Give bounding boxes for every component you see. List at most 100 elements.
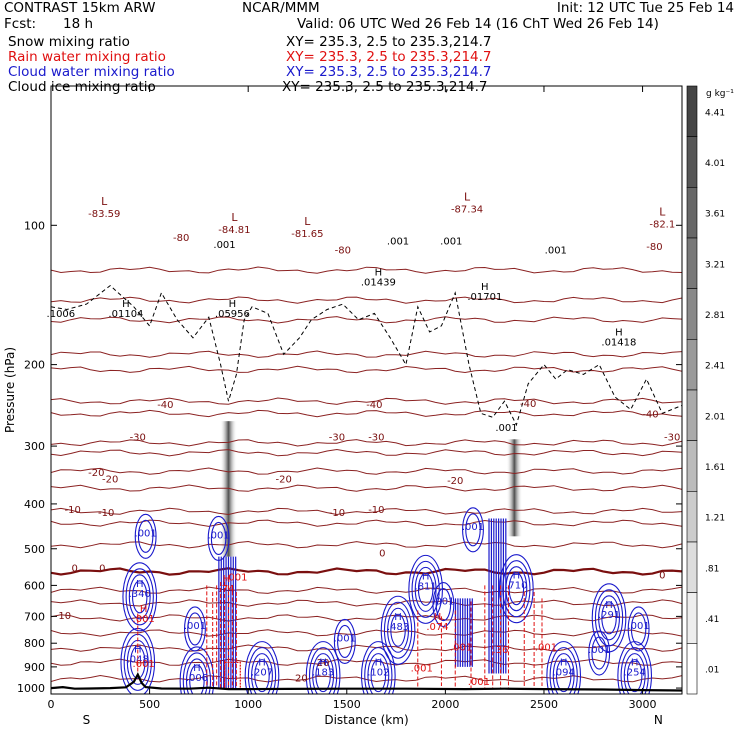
- snow-label: .001: [387, 236, 409, 247]
- cloud-water-contour: [134, 513, 157, 559]
- colorbar-label: 4.41: [705, 108, 725, 118]
- cloud-water-contour: [390, 613, 406, 647]
- cloud-water-contour: [247, 647, 277, 694]
- xy-rain: XY= 235.3, 2.5 to 235.3,214.7: [286, 49, 492, 65]
- colorbar-unit: g kg⁻¹: [706, 89, 734, 99]
- isotherm-label: -80: [646, 242, 662, 253]
- isotherm-line: [51, 448, 682, 457]
- cloud-water-contour: [308, 647, 338, 694]
- snow-label: .001: [440, 236, 462, 247]
- isotherm-label: -30: [664, 433, 680, 444]
- rain-label: .001: [133, 659, 155, 670]
- cloud-water-contour: [185, 658, 208, 694]
- isotherm-line: [51, 409, 682, 418]
- snow-high-marker: H: [122, 299, 130, 310]
- cloud-water-contour: [244, 641, 280, 694]
- isotherm-label: -40: [520, 399, 536, 410]
- xy-snow: XY= 235.3, 2.5 to 235.3,214.7: [286, 34, 492, 50]
- colorbar-label: .01: [705, 666, 719, 676]
- low-marker: L: [659, 205, 666, 218]
- x-tick-label: 1500: [333, 698, 361, 711]
- cloud-water-contour: [333, 618, 356, 664]
- cloud-water-label: .001: [135, 528, 157, 539]
- rain-high-marker: H: [434, 612, 442, 623]
- y-tick-label: 300: [24, 440, 45, 453]
- cloud-water-high-marker: H: [319, 658, 327, 669]
- snow-label: .001: [545, 245, 567, 256]
- cloud-water-high-marker: H: [631, 658, 639, 669]
- rain-label: .001: [411, 663, 433, 674]
- cloud-water-high-marker: H: [422, 571, 430, 582]
- x-tick-label: 1000: [234, 698, 262, 711]
- colorbar-swatch: [686, 643, 698, 695]
- cloud-water-contour: [125, 568, 154, 626]
- cloud-water-label: .001: [207, 530, 229, 541]
- snow-label: .001: [495, 423, 517, 434]
- cloud-water-label: .811: [415, 581, 437, 592]
- isotherm-line: [51, 614, 682, 622]
- field-label-rain: Rain water mixing ratio: [8, 49, 166, 65]
- y-tick-label: 800: [24, 637, 45, 650]
- rain-label: .001: [535, 643, 557, 654]
- cloud-water-contour: [499, 554, 534, 624]
- cloud-water-contour: [627, 606, 650, 652]
- y-tick-label: 100: [24, 219, 45, 232]
- cloud-water-contour: [128, 574, 151, 620]
- low-marker: L: [101, 195, 108, 208]
- snow-high-marker: H: [229, 299, 237, 310]
- cloud-water-label: .254: [624, 668, 646, 679]
- colorbar-swatch: [686, 187, 698, 239]
- isotherm-label: -10: [65, 505, 81, 516]
- cloud-water-contour: [182, 652, 212, 694]
- isotherm-line: [51, 397, 682, 405]
- cloud-water-contour: [364, 647, 393, 694]
- cloud-water-contour: [254, 659, 270, 693]
- colorbar-swatch: [686, 237, 698, 289]
- colorbar-label: .81: [705, 564, 719, 574]
- low-value: -84.81: [218, 225, 250, 236]
- cloud-water-contour: [502, 560, 531, 618]
- cloud-water-contour: [408, 554, 444, 624]
- cloud-water-contour: [122, 562, 158, 632]
- cloud-water-contour: [183, 606, 206, 652]
- cloud-water-contour: [411, 560, 440, 618]
- colorbar-label: 2.01: [705, 412, 725, 422]
- isotherm-line: [51, 540, 682, 549]
- x-tick-label: 3000: [629, 698, 657, 711]
- cloud-water-contour: [435, 588, 452, 622]
- y-tick-label: 200: [24, 359, 45, 372]
- y-tick-label: 1000: [17, 682, 45, 695]
- isotherm-label: -40: [366, 400, 382, 411]
- isotherm-line: [51, 467, 682, 475]
- cloud-water-contour: [189, 664, 205, 694]
- isotherm-label: 0: [659, 571, 665, 582]
- isotherm-label: -10: [329, 508, 345, 519]
- cloud-water-contour: [417, 572, 434, 606]
- snow-high-marker: H: [375, 268, 383, 279]
- low-marker: L: [464, 191, 471, 204]
- cloud-water-contour: [315, 659, 331, 693]
- colorbar-swatch: [686, 85, 698, 137]
- rain-label: .74: [219, 584, 235, 595]
- cloud-water-high-marker: H: [134, 644, 142, 655]
- cloud-water-contour: [588, 630, 611, 676]
- cloud-water-label: .048: [127, 654, 149, 665]
- cloud-water-high-marker: H: [394, 612, 402, 623]
- isotherm-line: [51, 350, 682, 358]
- colorbar-swatch: [686, 339, 698, 391]
- cloud-water-label: .094: [553, 668, 575, 679]
- cloud-water-contour: [337, 624, 353, 658]
- colorbar-swatch: [686, 592, 698, 644]
- x-tick-label: 500: [139, 698, 160, 711]
- xy-cloud-ice: XY= 235.3, 2.5 to 235.3,214.7: [282, 79, 488, 95]
- snow-label: .001: [213, 240, 235, 251]
- snow-label: .1006: [47, 309, 76, 320]
- isotherm-label: -30: [368, 433, 384, 444]
- cloud-water-contour: [465, 513, 481, 547]
- plot-frame: [50, 85, 683, 695]
- cloud-water-contour: [305, 641, 341, 694]
- isotherm-line: [51, 266, 682, 274]
- rain-core: [223, 661, 241, 690]
- isotherm-line: [51, 519, 682, 527]
- isotherm-line: [51, 316, 682, 324]
